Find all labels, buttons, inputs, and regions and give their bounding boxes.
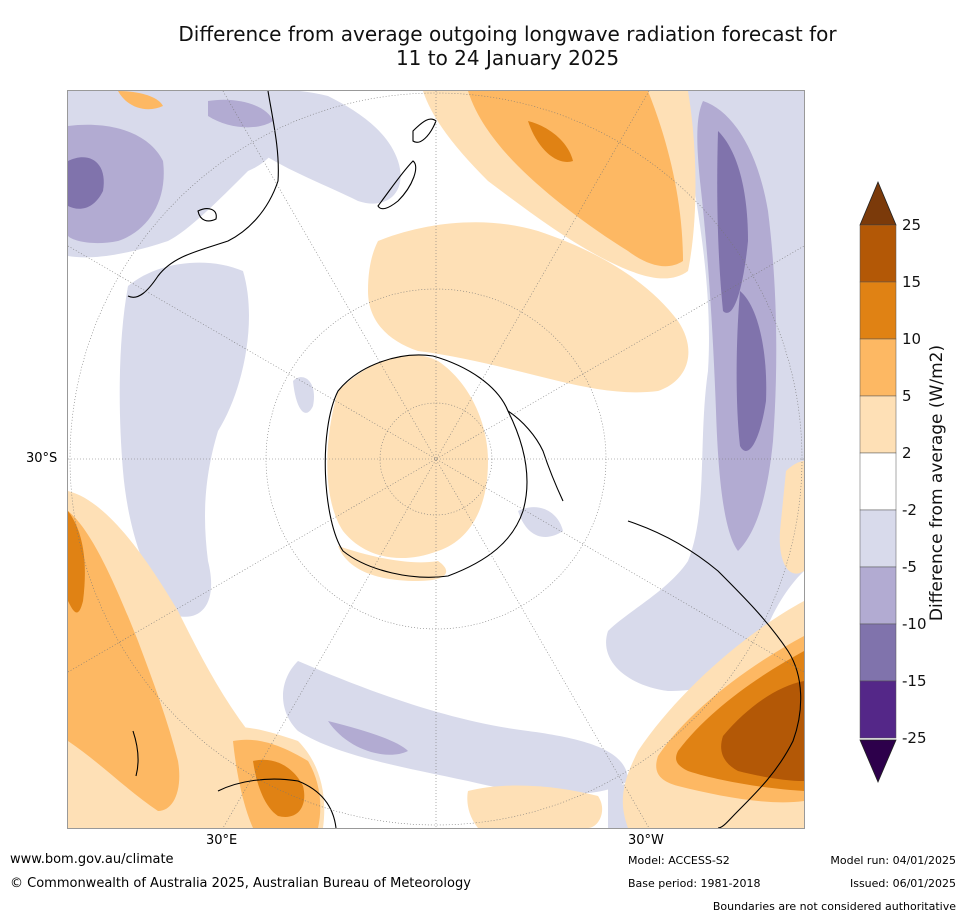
legend-arrow-top	[859, 180, 897, 226]
legend-title: Difference from average (W/m2)	[927, 344, 947, 622]
graticule-meridian-diag-d	[68, 245, 804, 673]
legend-arrow-bottom	[859, 739, 897, 784]
anomaly-region-pos10-sw-indian	[253, 759, 305, 817]
anomaly-region-neg-indian-ocean	[119, 262, 249, 617]
lon-label-30w: 30°W	[628, 833, 664, 848]
legend-band-10_15	[859, 281, 897, 340]
anomaly-region-pos-pacific-central	[368, 222, 689, 393]
legend-band-neutral	[859, 452, 897, 511]
legend-band-m5_m2	[859, 509, 897, 568]
footer-copyright: © Commonwealth of Australia 2025, Austra…	[10, 876, 471, 891]
map-panel: .neg2 path { fill: #d8daeb; } .neg5 path…	[67, 90, 805, 829]
anomaly-region-pos5-pacific-north	[468, 91, 683, 267]
legend-tick-label: 25	[902, 216, 921, 234]
legend-band-m25_m15	[859, 680, 897, 739]
footer-model-run: Model run: 04/01/2025	[830, 854, 956, 867]
legend-band-2_5	[859, 395, 897, 454]
anomaly-region-neg-southern-band	[283, 661, 628, 795]
legend-tick-labels: 25 15 10 5 2 -2 -5 -10 -15 -25	[902, 216, 927, 747]
anomaly-region-pos5-south-indian	[68, 511, 180, 811]
anomaly-region-neg10-central-pacific	[736, 291, 767, 451]
chart-title-line1: Difference from average outgoing longwav…	[178, 22, 837, 46]
anomaly-region-neg-peninsula	[518, 507, 563, 537]
legend-tick-label: 10	[902, 330, 921, 348]
legend-tick-label: -10	[902, 615, 927, 633]
legend-tick-label: 5	[902, 387, 912, 405]
legend-tick-label: -2	[902, 501, 917, 519]
anomaly-region-pos-ross-sea	[338, 546, 447, 581]
anomaly-region-neg-ross-edge	[293, 377, 314, 413]
coastline-australia	[127, 91, 279, 298]
map-svg: .neg2 path { fill: #d8daeb; } .neg5 path…	[68, 91, 804, 828]
anomaly-region-pos-south-band	[467, 785, 603, 828]
graticule-lat-circle-outer	[69, 92, 803, 826]
chart-title-line2: 11 to 24 January 2025	[395, 46, 620, 70]
footer-model: Model: ACCESS-S2	[628, 854, 730, 867]
coastline-south-africa	[217, 778, 337, 828]
footer-url[interactable]: www.bom.gov.au/climate	[10, 852, 174, 867]
chart-title: Difference from average outgoing longwav…	[0, 22, 965, 70]
anomaly-region-pos10-south-indian	[68, 511, 85, 613]
coastline-new-zealand-south	[377, 160, 417, 210]
anomaly-region-neg10-west-pacific	[717, 131, 748, 313]
legend-band-m10_m5	[859, 566, 897, 625]
legend-tick-label: 15	[902, 273, 921, 291]
anomaly-region-neg5-tasman	[208, 99, 273, 128]
coastline-south-america	[627, 520, 802, 828]
anomaly-region-pos-east-pacific	[779, 461, 804, 574]
anomaly-region-neg5-west-pacific	[697, 101, 777, 551]
anomaly-region-neg5-north-west	[68, 124, 164, 244]
graticule-meridian-diag-a	[222, 91, 650, 828]
legend-tick-label: -25	[902, 729, 927, 747]
anomaly-region-pos10-pacific-north	[528, 121, 573, 162]
lon-label-30e: 30°E	[206, 833, 238, 848]
coastline-tasmania	[197, 208, 217, 222]
footer-boundaries-note: Boundaries are not considered authoritat…	[712, 900, 956, 913]
legend-tick-label: -5	[902, 558, 917, 576]
lat-label-30s: 30°S	[26, 451, 58, 466]
coastlines	[127, 91, 802, 828]
graticule-meridian-diag-b	[222, 91, 650, 828]
footer-base-period: Base period: 1981-2018	[628, 877, 761, 890]
legend-bands	[859, 224, 897, 739]
anomaly-region-neg10-indian	[68, 157, 104, 209]
graticule	[68, 91, 804, 828]
coastline-antarctica	[324, 354, 528, 578]
legend-band-m15_m10	[859, 623, 897, 682]
anomaly-region-neg5-southern-band	[328, 721, 408, 755]
legend-colorbar: 25 15 10 5 2 -2 -5 -10 -15 -25	[859, 180, 927, 784]
legend-tick-label: 2	[902, 444, 912, 462]
graticule-meridian-diag-c	[68, 245, 804, 673]
legend-band-5_10	[859, 338, 897, 397]
anomaly-region-pos15-south-america	[721, 681, 804, 781]
coastline-madagascar	[132, 730, 139, 777]
legend-tick-label: -15	[902, 672, 927, 690]
anomaly-region-pos-antarctica	[327, 355, 488, 559]
anomaly-region-pos5-australia-west	[118, 91, 163, 110]
coastline-antarctic-peninsula	[507, 410, 564, 502]
legend-band-15_25	[859, 224, 897, 283]
footer-issued: Issued: 06/01/2025	[849, 877, 956, 890]
